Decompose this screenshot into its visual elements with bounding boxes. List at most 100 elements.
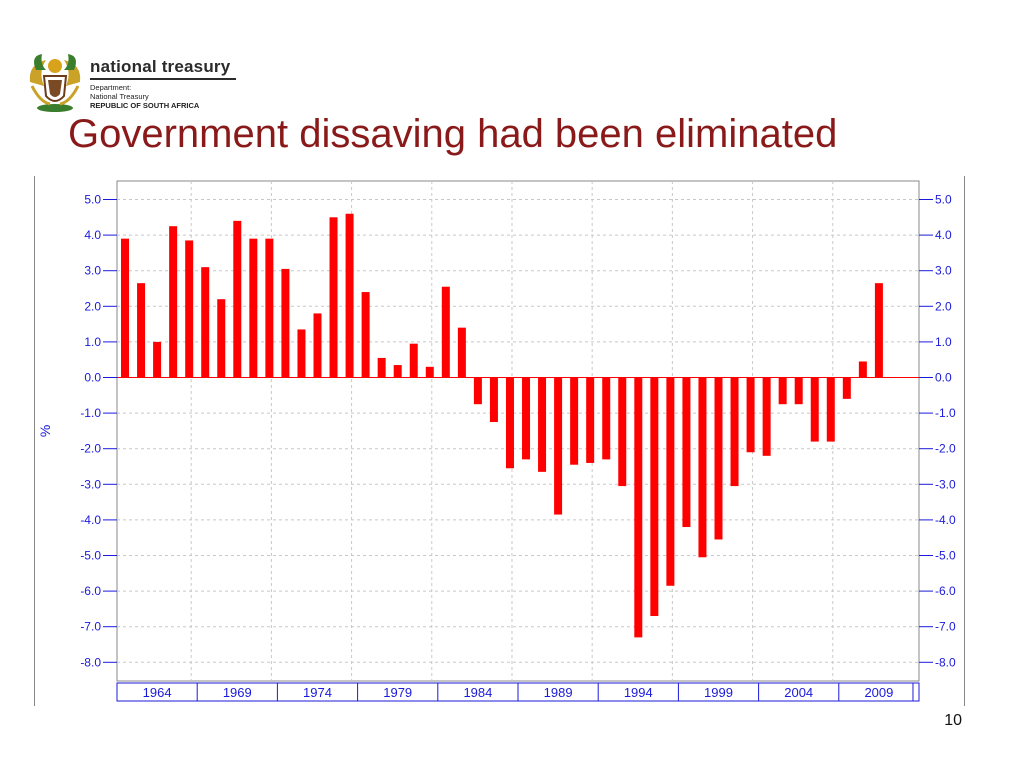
y-tick-label-right: 5.0 — [935, 193, 952, 207]
bar — [313, 313, 322, 378]
page-number: 10 — [944, 712, 962, 729]
y-tick-label-left: -8.0 — [80, 655, 101, 669]
bar — [425, 366, 434, 378]
bar — [185, 240, 194, 378]
y-tick-label-left: -4.0 — [80, 513, 101, 527]
bar — [682, 377, 691, 528]
bar — [874, 283, 883, 378]
bar — [233, 220, 242, 378]
dept-line-2: National Treasury — [90, 92, 149, 101]
bar — [522, 377, 531, 460]
x-tick-label: 1984 — [463, 685, 492, 700]
plot-border — [116, 180, 920, 682]
bar — [121, 238, 130, 378]
frame-line-right — [964, 176, 965, 706]
y-tick-label-left: 3.0 — [84, 264, 101, 278]
bar — [201, 267, 210, 378]
bar — [153, 341, 162, 378]
x-tick-label: 2009 — [864, 685, 893, 700]
y-tick-label-right: 4.0 — [935, 228, 952, 242]
y-tick-label-left: 4.0 — [84, 228, 101, 242]
bar — [746, 377, 755, 453]
x-tick-label: 1999 — [704, 685, 733, 700]
bar — [489, 377, 498, 422]
y-tick-label-left: -5.0 — [80, 549, 101, 563]
bar — [666, 377, 675, 586]
bar — [137, 283, 146, 378]
org-branding: national treasury Department: National T… — [90, 58, 236, 110]
y-tick-label-left: 0.0 — [84, 371, 101, 385]
bar — [618, 377, 627, 487]
bar — [249, 238, 258, 378]
dept-line-1: Department: — [90, 83, 132, 92]
bar — [762, 377, 771, 456]
y-tick-label-right: -8.0 — [935, 655, 956, 669]
bar — [169, 226, 178, 378]
y-tick-label-right: 2.0 — [935, 299, 952, 313]
bar — [265, 238, 274, 378]
y-tick-label-left: -3.0 — [80, 477, 101, 491]
bar — [810, 377, 819, 442]
bar — [586, 377, 595, 463]
org-name: national treasury — [90, 57, 231, 76]
bar — [473, 377, 482, 405]
y-tick-label-right: -2.0 — [935, 442, 956, 456]
bar — [698, 377, 707, 558]
x-tick-label: 1969 — [223, 685, 252, 700]
y-tick-label-left: 1.0 — [84, 335, 101, 349]
brand-rule — [90, 78, 236, 80]
y-tick-label-right: 1.0 — [935, 335, 952, 349]
y-tick-label-right: -1.0 — [935, 406, 956, 420]
y-tick-label-left: 5.0 — [84, 193, 101, 207]
bar — [826, 377, 835, 442]
y-tick-label-left: -6.0 — [80, 584, 101, 598]
bar — [650, 377, 659, 617]
bar — [217, 299, 226, 378]
y-tick-label-right: -4.0 — [935, 513, 956, 527]
bar — [714, 377, 723, 540]
x-tick-label: 1964 — [143, 685, 172, 700]
bar — [345, 213, 354, 378]
bar — [457, 327, 466, 378]
bar — [602, 377, 611, 460]
bar — [778, 377, 787, 405]
x-tick-label: 1979 — [383, 685, 412, 700]
y-tick-label-left: -1.0 — [80, 406, 101, 420]
bar — [505, 377, 514, 469]
bar — [858, 361, 867, 378]
bar — [634, 377, 643, 638]
bar — [538, 377, 547, 472]
bar — [730, 377, 739, 487]
x-tick-label: 1994 — [624, 685, 653, 700]
bar — [281, 268, 290, 378]
bar — [409, 343, 418, 378]
y-tick-label-left: -2.0 — [80, 442, 101, 456]
y-tick-label-left: -7.0 — [80, 620, 101, 634]
bar — [329, 217, 338, 378]
y-tick-label-right: -5.0 — [935, 549, 956, 563]
y-tick-label-right: -7.0 — [935, 620, 956, 634]
y-tick-label-right: -6.0 — [935, 584, 956, 598]
y-tick-label-right: 3.0 — [935, 264, 952, 278]
frame-line-left — [34, 176, 35, 706]
bar — [297, 329, 306, 378]
coat-of-arms-logo — [26, 52, 84, 114]
bar — [377, 357, 386, 378]
bar — [842, 377, 851, 399]
slide-title: Government dissaving had been eliminated — [68, 112, 838, 156]
bar — [570, 377, 579, 465]
y-tick-label-right: -3.0 — [935, 477, 956, 491]
bar — [393, 365, 402, 378]
bar — [361, 292, 370, 378]
bar — [554, 377, 563, 515]
x-tick-label: 2004 — [784, 685, 813, 700]
dept-line-3: REPUBLIC OF SOUTH AFRICA — [90, 101, 200, 110]
bar — [441, 286, 450, 378]
y-tick-label-right: 0.0 — [935, 371, 952, 385]
x-tick-label: 1974 — [303, 685, 332, 700]
y-axis-label: % — [37, 425, 53, 437]
x-tick-label: 1989 — [544, 685, 573, 700]
y-tick-label-left: 2.0 — [84, 299, 101, 313]
bar — [794, 377, 803, 405]
